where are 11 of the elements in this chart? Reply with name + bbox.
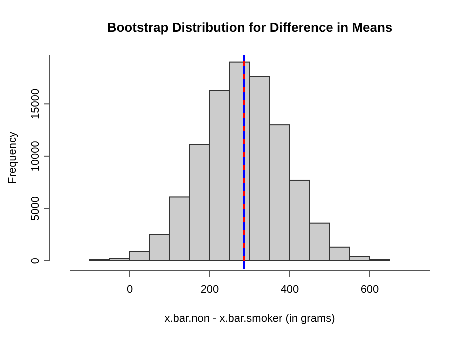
chart-title: Bootstrap Distribution for Difference in Means xyxy=(107,20,393,35)
y-tick-label: 0 xyxy=(30,258,42,264)
x-tick-label: 0 xyxy=(126,284,134,296)
y-tick-label: 10000 xyxy=(30,141,42,172)
y-tick-label: 5000 xyxy=(30,196,42,221)
x-tick-label: 400 xyxy=(280,284,300,296)
y-axis-title: Frequency xyxy=(7,132,19,184)
x-tick-label: 600 xyxy=(360,284,380,296)
y-tick-label: 15000 xyxy=(30,88,42,120)
x-tick-label: 200 xyxy=(200,284,220,296)
x-axis-title: x.bar.non - x.bar.smoker (in grams) xyxy=(164,313,336,325)
